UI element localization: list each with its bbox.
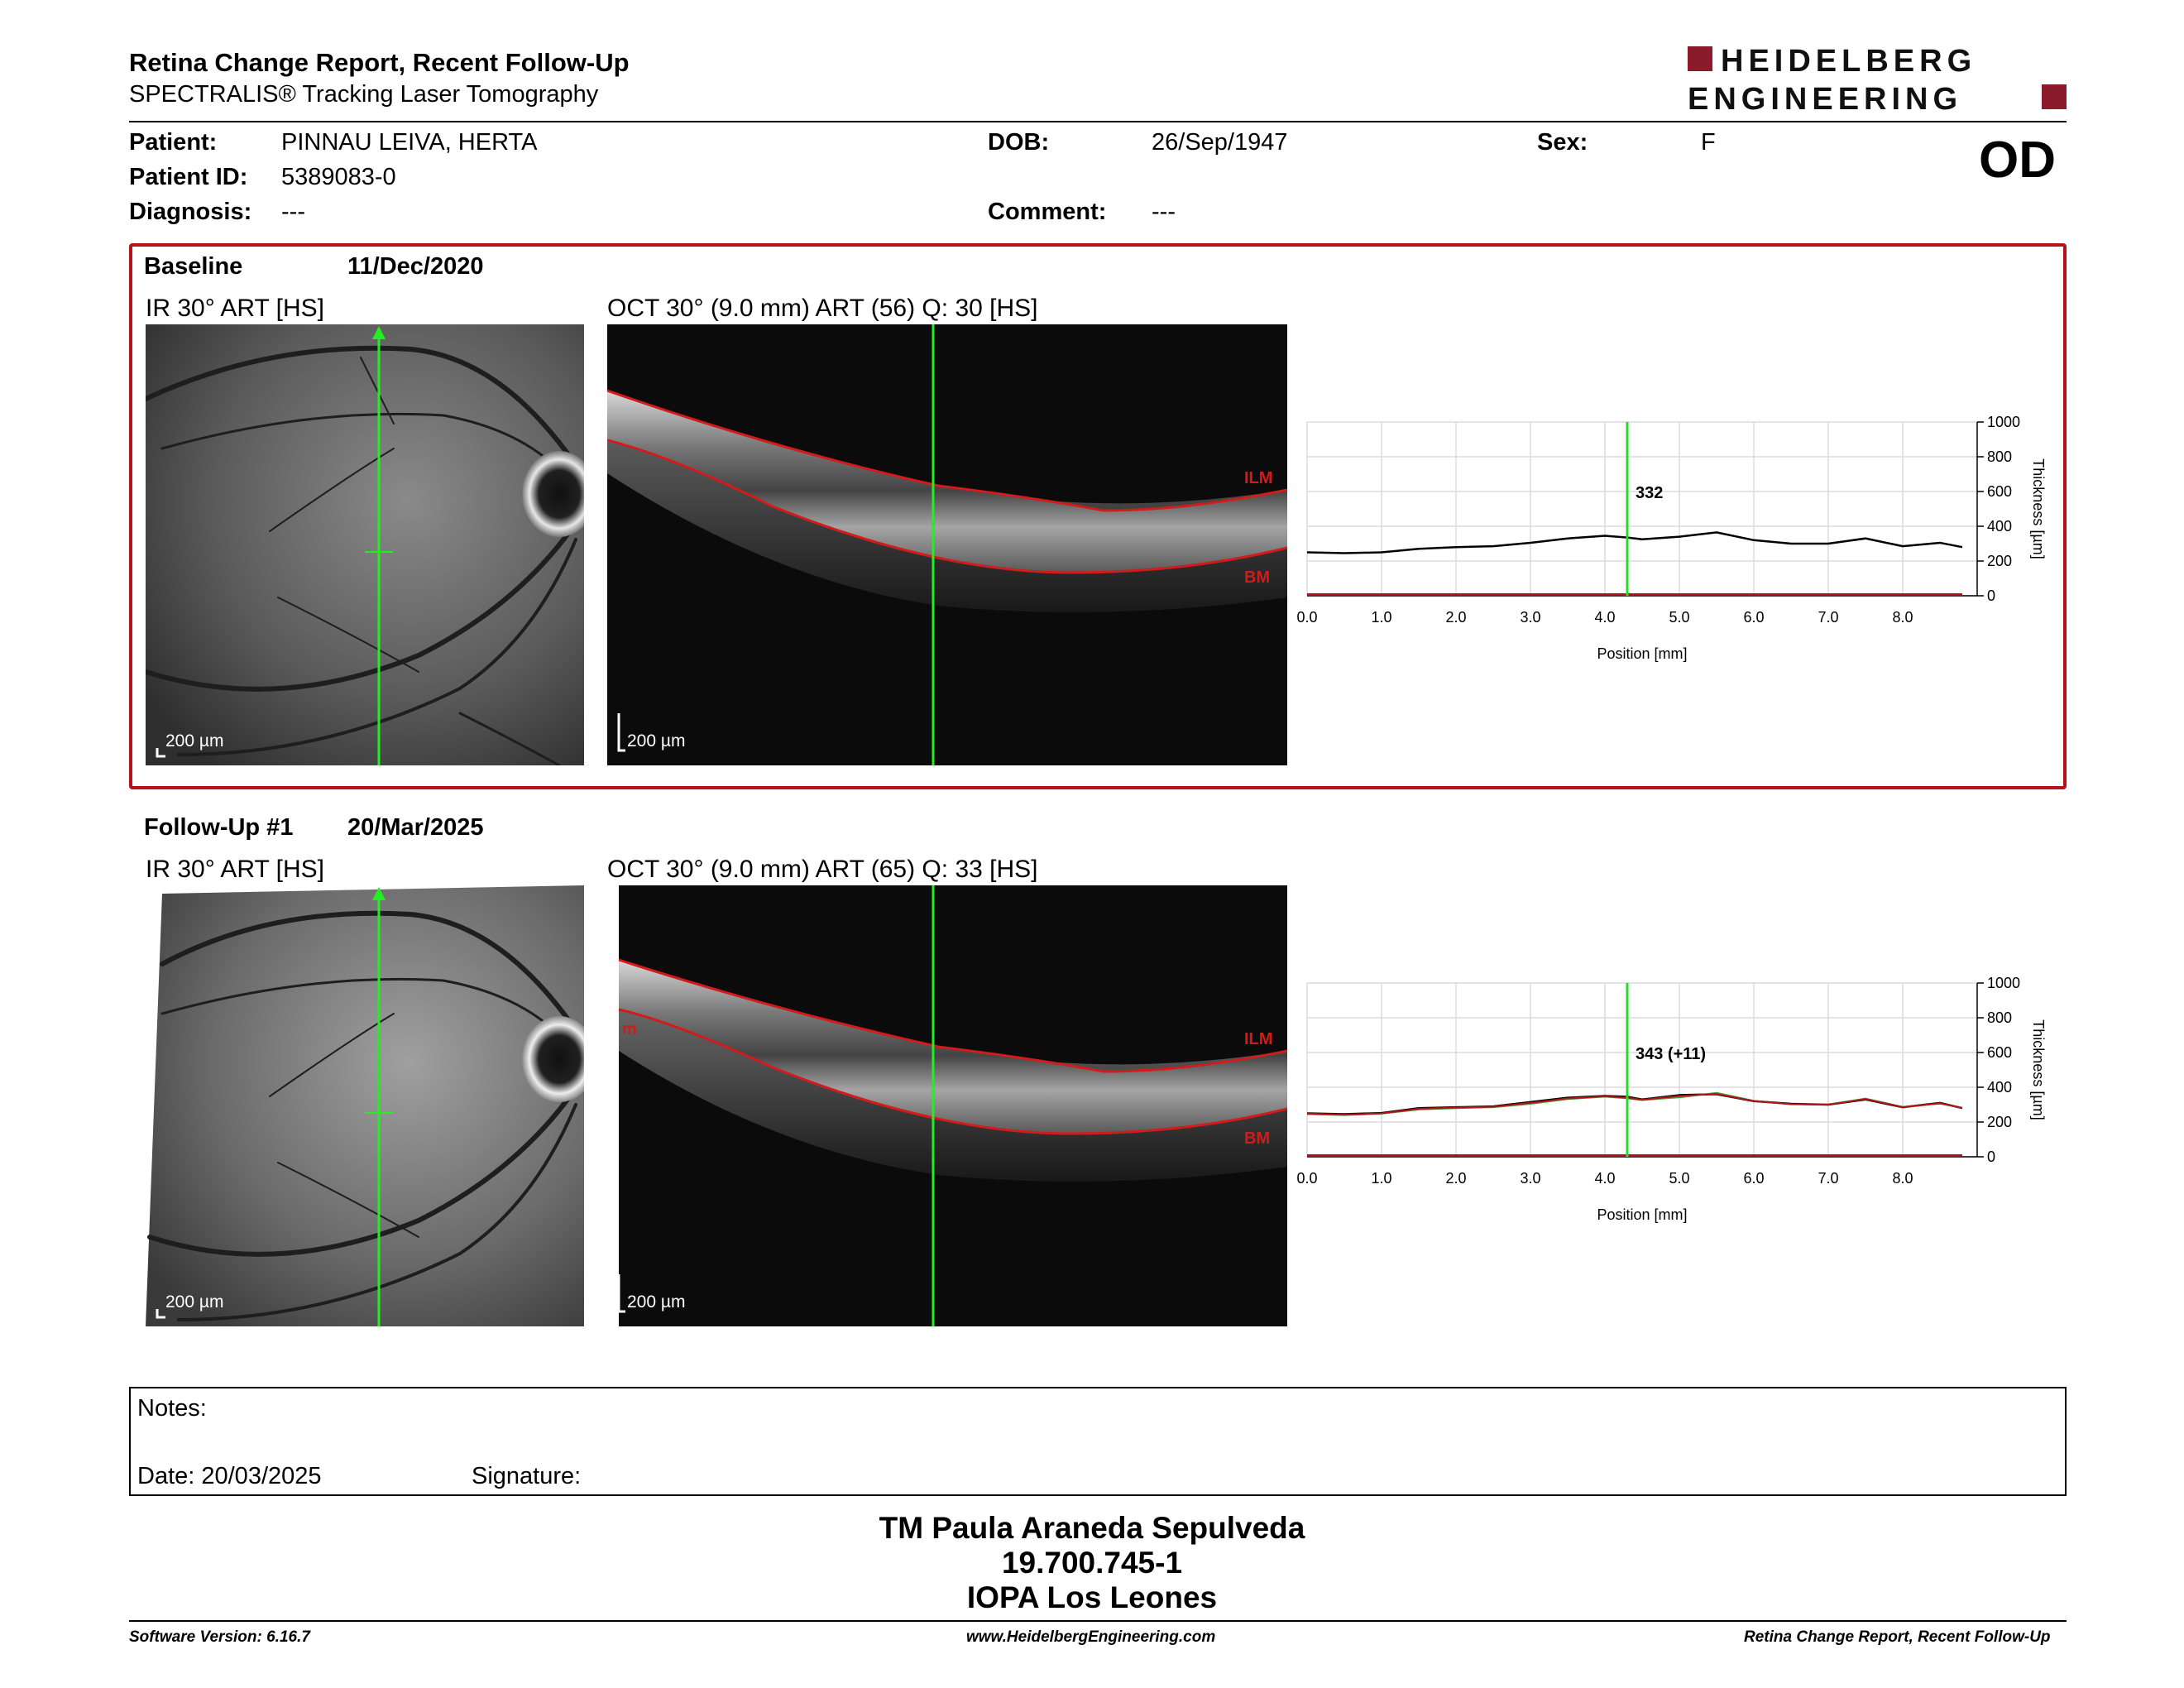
- followup-ir-image[interactable]: 200 µm: [146, 885, 596, 1326]
- chart-ytick-label: 600: [1987, 483, 2012, 500]
- chart-marker-label: 343 (+11): [1636, 1045, 1706, 1063]
- chart-marker-label: 332: [1636, 484, 1663, 502]
- followup-thickness-chart: 0.0 1.0 2.0 3.0 4.0 5.0 6.0 7.0 8.0 0 200 400 600 800…: [1296, 966, 2110, 1240]
- chart-xtick-label: 6.0: [1743, 1170, 1764, 1187]
- baseline-frame: [129, 243, 2067, 789]
- baseline-ilm-label: ILM: [1244, 469, 1272, 487]
- chart-ytick-label: 1000: [1987, 975, 2020, 991]
- baseline-ir-label: IR 30° ART [HS]: [146, 295, 324, 322]
- notes-label: Notes:: [137, 1395, 207, 1422]
- patient-id: 5389083-0: [281, 164, 396, 190]
- chart-series-line: [1306, 1092, 1963, 1115]
- chart-xtick-label: 7.0: [1818, 609, 1838, 626]
- chart-xtick-label: 2.0: [1445, 1170, 1466, 1187]
- baseline-bm-label: BM: [1244, 568, 1270, 587]
- chart-ytick-label: 1000: [1987, 414, 2020, 430]
- chart-ytick-label: 400: [1987, 1079, 2012, 1096]
- chart-xtick-label: 8.0: [1892, 609, 1913, 626]
- signer-id: 19.700.745-1: [1001, 1546, 1183, 1580]
- chart-ytick-label: 800: [1987, 1009, 2012, 1026]
- followup-edge-mark: m: [622, 1020, 637, 1038]
- baseline-label: Baseline: [144, 253, 243, 280]
- chart-ytick-label: 800: [1987, 448, 2012, 465]
- footer-website[interactable]: www.HeidelbergEngineering.com: [966, 1628, 1216, 1646]
- baseline-ir-image[interactable]: 200 µm: [146, 324, 584, 765]
- followup-date: 20/Mar/2025: [347, 814, 484, 841]
- followup-ir-scale: 200 µm: [165, 1292, 224, 1312]
- chart-xtick-label: 4.0: [1594, 609, 1615, 626]
- footer-software-version: Software Version: 6.16.7: [129, 1628, 310, 1646]
- patient-label: Patient:: [129, 129, 218, 156]
- chart-xtick-label: 1.0: [1371, 1170, 1391, 1187]
- followup-oct-label: OCT 30° (9.0 mm) ART (65) Q: 33 [HS]: [607, 856, 1038, 883]
- chart-xtick-label: 8.0: [1892, 1170, 1913, 1187]
- signer-name: TM Paula Araneda Sepulveda: [879, 1511, 1305, 1545]
- chart-ytick-label: 600: [1987, 1044, 2012, 1061]
- notes-box[interactable]: Notes: Date: 20/03/2025 Signature:: [129, 1387, 2067, 1496]
- diagnosis-value: ---: [281, 199, 305, 225]
- eye-indicator: OD: [1979, 132, 2056, 189]
- chart-xtick-label: 1.0: [1371, 609, 1391, 626]
- chart-xtick-label: 4.0: [1594, 1170, 1615, 1187]
- diagnosis-label: Diagnosis:: [129, 199, 252, 225]
- chart-ylabel: Thickness [µm]: [2030, 458, 2047, 559]
- chart-xlabel: Position [mm]: [1597, 645, 1687, 662]
- sex-value: F: [1701, 129, 1716, 156]
- heidelberg-logo: HEIDELBERG ENGINEERING: [1688, 44, 2067, 117]
- chart-xtick-label: 5.0: [1669, 1170, 1689, 1187]
- comment-label: Comment:: [988, 199, 1107, 225]
- followup-oct-scale: 200 µm: [627, 1292, 686, 1312]
- report-title: Retina Change Report, Recent Follow-Up: [129, 48, 630, 77]
- notes-date: Date: 20/03/2025: [137, 1463, 322, 1489]
- baseline-thickness-chart: 0.0 1.0 2.0 3.0 4.0 5.0 6.0 7.0 8.0 0 200 400 600 800…: [1296, 405, 2110, 679]
- baseline-date: 11/Dec/2020: [347, 253, 484, 280]
- chart-ytick-label: 0: [1987, 587, 1995, 604]
- chart-xtick-label: 3.0: [1520, 1170, 1540, 1187]
- chart-ytick-label: 0: [1987, 1149, 1995, 1165]
- followup-bm-label: BM: [1244, 1129, 1270, 1148]
- chart-ytick-label: 200: [1987, 1114, 2012, 1130]
- chart-xtick-label: 7.0: [1818, 1170, 1838, 1187]
- chart-ytick-label: 200: [1987, 553, 2012, 569]
- followup-ilm-label: ILM: [1244, 1030, 1272, 1048]
- logo-line1: HEIDELBERG: [1721, 44, 1976, 79]
- baseline-ir-scale: 200 µm: [165, 731, 224, 750]
- signature-label: Signature:: [472, 1463, 582, 1489]
- chart-xtick-label: 2.0: [1445, 609, 1466, 626]
- comment-value: ---: [1152, 199, 1176, 225]
- chart-xtick-label: 0.0: [1296, 1170, 1317, 1187]
- chart-xlabel: Position [mm]: [1597, 1206, 1687, 1223]
- followup-oct-image[interactable]: ILM BM m 200 µm: [607, 885, 1287, 1326]
- footer-report-name: Retina Change Report, Recent Follow-Up: [1744, 1628, 2051, 1646]
- chart-series-line: [1306, 1091, 1963, 1116]
- dob-label: DOB:: [988, 129, 1050, 156]
- chart-ytick-label: 400: [1987, 518, 2012, 535]
- dob-value: 26/Sep/1947: [1152, 129, 1288, 156]
- patient-id-label: Patient ID:: [129, 164, 248, 190]
- baseline-oct-image[interactable]: ILM BM 200 µm: [607, 324, 1287, 765]
- patient-name: PINNAU LEIVA, HERTA: [281, 129, 538, 156]
- chart-xtick-label: 5.0: [1669, 609, 1689, 626]
- followup-ir-label: IR 30° ART [HS]: [146, 856, 324, 883]
- report-subtitle: SPECTRALIS® Tracking Laser Tomography: [129, 81, 599, 108]
- chart-xtick-label: 3.0: [1520, 609, 1540, 626]
- signer-place: IOPA Los Leones: [966, 1580, 1218, 1614]
- chart-ylabel: Thickness [µm]: [2030, 1019, 2047, 1120]
- chart-xtick-label: 6.0: [1743, 609, 1764, 626]
- logo-line2: ENGINEERING: [1688, 82, 1962, 117]
- followup-label: Follow-Up #1: [144, 814, 294, 841]
- chart-series-line: [1306, 531, 1963, 554]
- sex-label: Sex:: [1537, 129, 1588, 156]
- chart-xtick-label: 0.0: [1296, 609, 1317, 626]
- baseline-oct-label: OCT 30° (9.0 mm) ART (56) Q: 30 [HS]: [607, 295, 1038, 322]
- baseline-oct-scale: 200 µm: [627, 731, 686, 750]
